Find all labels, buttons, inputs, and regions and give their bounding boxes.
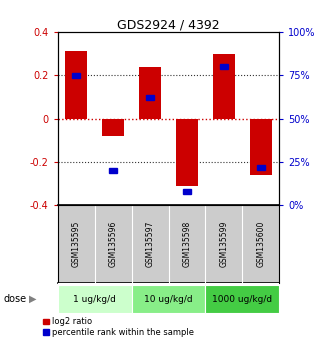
Title: GDS2924 / 4392: GDS2924 / 4392: [117, 19, 220, 32]
Legend: log2 ratio, percentile rank within the sample: log2 ratio, percentile rank within the s…: [43, 318, 194, 337]
Text: 1000 ug/kg/d: 1000 ug/kg/d: [212, 295, 273, 304]
Bar: [58, 285, 132, 314]
Text: 10 ug/kg/d: 10 ug/kg/d: [144, 295, 193, 304]
Text: ▶: ▶: [29, 294, 36, 304]
Bar: [250, 119, 272, 175]
Bar: [132, 285, 205, 314]
Bar: [146, 95, 154, 100]
Text: GSM135600: GSM135600: [256, 221, 265, 268]
Text: GSM135599: GSM135599: [219, 221, 229, 268]
Bar: [102, 119, 124, 136]
Bar: [176, 119, 198, 186]
Text: GSM135598: GSM135598: [182, 221, 192, 267]
Bar: [183, 189, 191, 194]
Bar: [213, 53, 235, 119]
Text: GSM135595: GSM135595: [72, 221, 81, 268]
Text: GSM135597: GSM135597: [145, 221, 155, 268]
Text: GSM135596: GSM135596: [108, 221, 118, 268]
Text: 1 ug/kg/d: 1 ug/kg/d: [73, 295, 116, 304]
Bar: [72, 73, 80, 78]
Bar: [65, 51, 87, 119]
Bar: [109, 168, 117, 173]
Bar: [257, 165, 265, 170]
Bar: [139, 67, 161, 119]
Bar: [205, 285, 279, 314]
Text: dose: dose: [3, 294, 26, 304]
Bar: [220, 64, 228, 69]
